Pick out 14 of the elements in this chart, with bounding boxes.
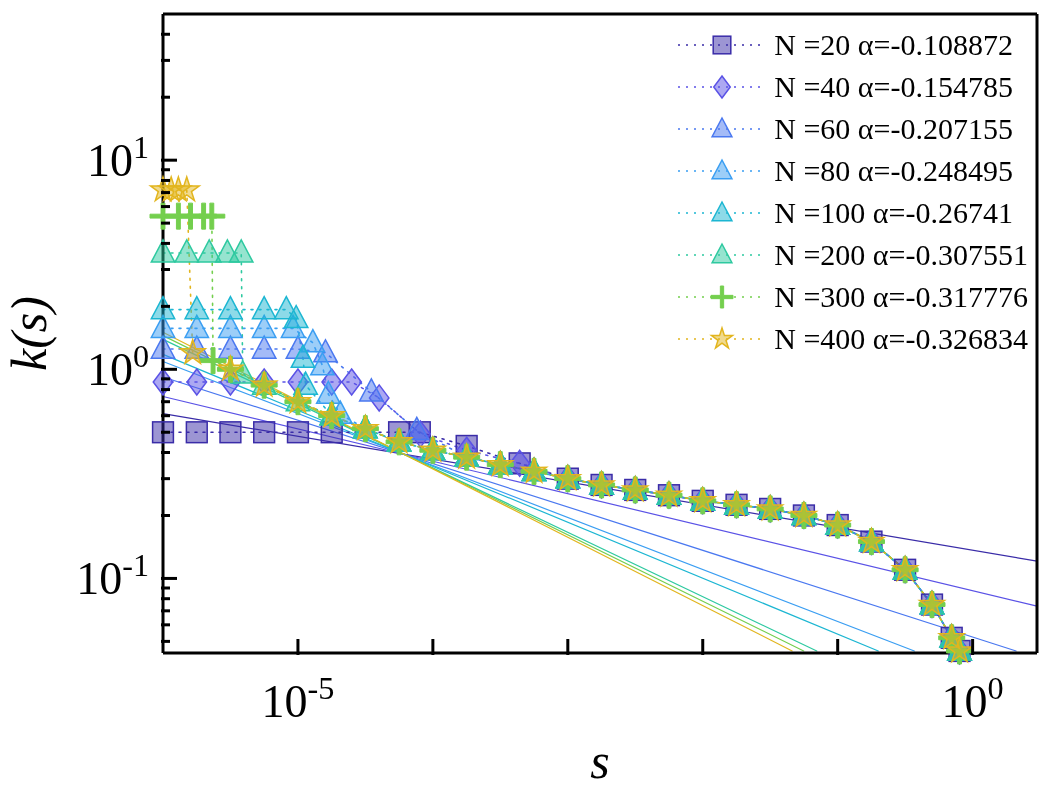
x-axis-title: s — [590, 733, 610, 789]
legend-label: N =40 α=-0.154785 — [774, 69, 1013, 105]
y-axis-title: k(s) — [0, 296, 57, 371]
legend-label: N =100 α=-0.26741 — [774, 195, 1013, 231]
y-tick-label: 10$^{-1}$ — [76, 547, 149, 605]
legend-label: N =20 α=-0.108872 — [774, 27, 1013, 63]
x-tick-label: 10$^{-5}$ — [261, 670, 335, 727]
legend-label: N =400 α=-0.326834 — [774, 321, 1028, 357]
y-tick-label: 10$^{0}$ — [86, 338, 149, 396]
legend-label: N =60 α=-0.207155 — [774, 111, 1013, 147]
legend-label: N =200 α=-0.307551 — [774, 237, 1028, 273]
legend-label: N =80 α=-0.248495 — [774, 153, 1013, 189]
y-tick-label: 10$^{1}$ — [86, 129, 149, 187]
legend-label: N =300 α=-0.317776 — [774, 279, 1028, 315]
